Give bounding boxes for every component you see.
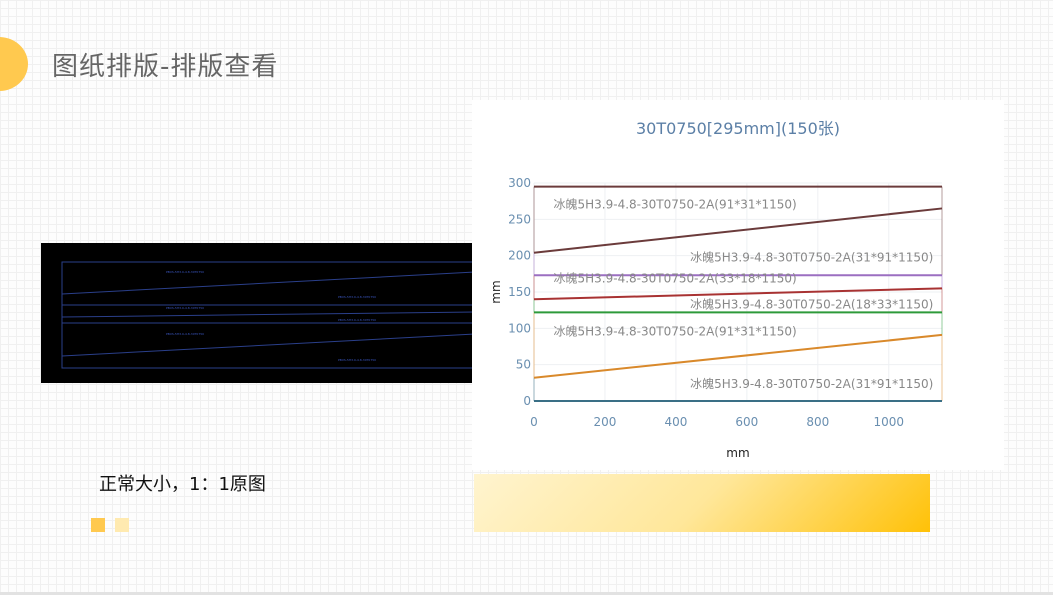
preview-label: PBXS-5H3.9-4.8-30T0750 — [338, 358, 376, 362]
preview-caption: 正常大小，1：1原图 — [99, 474, 266, 495]
x-tick-label: 800 — [806, 415, 829, 429]
part-label: 冰魄5H3.9-4.8-30T0750-2A(91*31*1150) — [554, 196, 797, 211]
part-label: 冰魄5H3.9-4.8-30T0750-2A(33*18*1150) — [554, 271, 797, 286]
preview-label: PBXS-5H3.9-4.8-30T0750 — [338, 295, 376, 299]
preview-label: PBXS-5H3.9-4.8-30T0750 — [166, 306, 204, 310]
part-label: 冰魄5H3.9-4.8-30T0750-2A(91*31*1150) — [554, 324, 797, 339]
y-tick-label: 100 — [508, 321, 531, 335]
layout-chart: 30T0750[295mm](150张) mm mm 0 50 100 150 200 2… — [472, 100, 1004, 470]
part-label: 冰魄5H3.9-4.8-30T0750-2A(31*91*1150) — [690, 376, 933, 391]
x-tick-label: 0 — [530, 415, 538, 429]
x-tick-label: 1000 — [874, 415, 905, 429]
chart-svg: 30T0750[295mm](150张) mm mm 0 50 100 150 200 2… — [489, 119, 943, 460]
chart-title: 30T0750[295mm](150张) — [636, 119, 840, 138]
y-tick-label: 250 — [508, 212, 531, 226]
y-tick-label: 200 — [508, 249, 531, 263]
decorative-circle — [0, 37, 28, 91]
page-title: 图纸排版-排版查看 — [52, 52, 279, 82]
part-label: 冰魄5H3.9-4.8-30T0750-2A(31*91*1150) — [690, 249, 933, 264]
decorative-square — [115, 518, 129, 532]
divider — [0, 592, 1053, 595]
series-line — [533, 333, 943, 379]
preview-drawing: PBXS-5H3.9-4.8-30T0750 PBXS-5H3.9-4.8-30… — [61, 261, 476, 369]
layout-preview-image[interactable]: PBXS-5H3.9-4.8-30T0750 PBXS-5H3.9-4.8-30… — [41, 243, 483, 383]
y-tick-label: 0 — [523, 394, 531, 408]
y-tick-label: 150 — [508, 285, 531, 299]
series-line — [533, 287, 943, 301]
preview-label: PBXS-5H3.9-4.8-30T0750 — [338, 318, 376, 322]
x-tick-label: 600 — [735, 415, 758, 429]
part-label: 冰魄5H3.9-4.8-30T0750-2A(18*33*1150) — [690, 297, 933, 312]
x-tick-label: 400 — [664, 415, 687, 429]
y-tick-label: 50 — [516, 358, 531, 372]
decorative-gradient-box — [474, 474, 930, 532]
y-axis-label: mm — [489, 280, 503, 303]
preview-label: PBXS-5H3.9-4.8-30T0750 — [166, 270, 204, 274]
x-axis-label: mm — [726, 446, 749, 460]
decorative-square — [91, 518, 105, 532]
y-tick-label: 300 — [508, 176, 531, 190]
x-tick-label: 200 — [594, 415, 617, 429]
preview-label: PBXS-5H3.9-4.8-30T0750 — [166, 332, 204, 336]
series-line — [533, 207, 943, 254]
